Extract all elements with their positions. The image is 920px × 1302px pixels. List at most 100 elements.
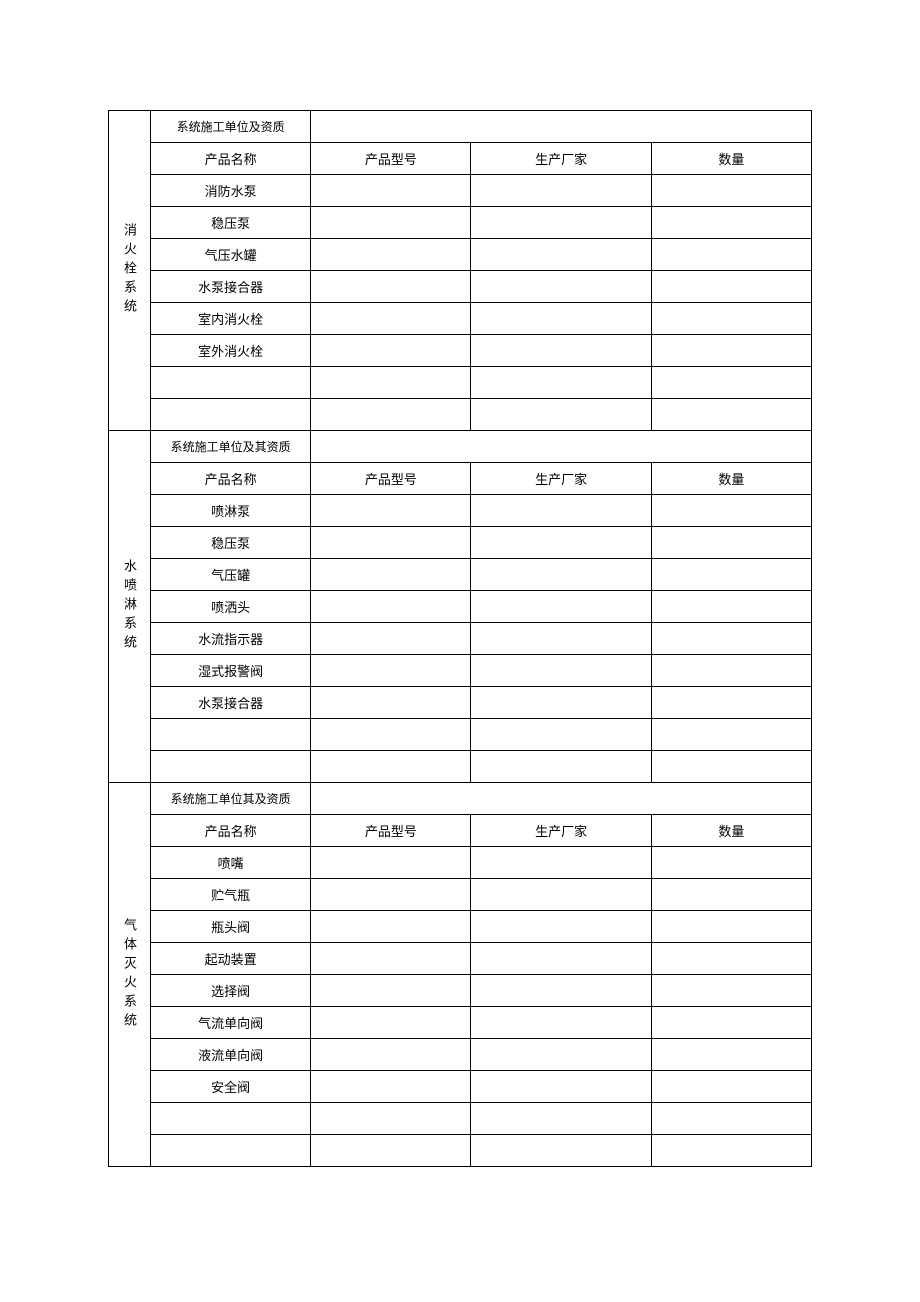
cell-model <box>311 335 471 367</box>
cell-quantity <box>651 591 811 623</box>
table-row <box>109 1135 812 1167</box>
cell-quantity <box>651 879 811 911</box>
cell-manufacturer <box>471 719 651 751</box>
column-header-manufacturer: 生产厂家 <box>471 463 651 495</box>
table-row: 喷淋泵 <box>109 495 812 527</box>
cell-quantity <box>651 175 811 207</box>
product-name-cell: 瓶头阀 <box>151 911 311 943</box>
column-header-model: 产品型号 <box>311 815 471 847</box>
column-header-model: 产品型号 <box>311 143 471 175</box>
cell-model <box>311 943 471 975</box>
table-row: 气流单向阀 <box>109 1007 812 1039</box>
cell-quantity <box>651 271 811 303</box>
cell-manufacturer <box>471 1103 651 1135</box>
cell-manufacturer <box>471 751 651 783</box>
cell-model <box>311 847 471 879</box>
cell-manufacturer <box>471 591 651 623</box>
cell-quantity <box>651 207 811 239</box>
cell-manufacturer <box>471 495 651 527</box>
product-name-cell: 选择阀 <box>151 975 311 1007</box>
cell-model <box>311 623 471 655</box>
table-row: 安全阀 <box>109 1071 812 1103</box>
product-name-cell: 喷洒头 <box>151 591 311 623</box>
table-row <box>109 751 812 783</box>
cell-manufacturer <box>471 367 651 399</box>
product-name-cell: 室内消火栓 <box>151 303 311 335</box>
cell-quantity <box>651 655 811 687</box>
cell-manufacturer <box>471 879 651 911</box>
cell-quantity <box>651 1103 811 1135</box>
product-name-cell: 消防水泵 <box>151 175 311 207</box>
product-name-cell: 贮气瓶 <box>151 879 311 911</box>
construction-unit-label: 系统施工单位及其资质 <box>151 431 311 463</box>
product-name-cell: 喷嘴 <box>151 847 311 879</box>
product-name-cell: 水泵接合器 <box>151 687 311 719</box>
product-name-cell <box>151 367 311 399</box>
product-name-cell: 气流单向阀 <box>151 1007 311 1039</box>
cell-quantity <box>651 1007 811 1039</box>
table-row: 室内消火栓 <box>109 303 812 335</box>
product-name-cell: 室外消火栓 <box>151 335 311 367</box>
table-row <box>109 367 812 399</box>
column-header-manufacturer: 生产厂家 <box>471 815 651 847</box>
table-row: 水泵接合器 <box>109 687 812 719</box>
table-row: 选择阀 <box>109 975 812 1007</box>
cell-model <box>311 719 471 751</box>
table-row <box>109 719 812 751</box>
column-header-manufacturer: 生产厂家 <box>471 143 651 175</box>
table-row: 喷洒头 <box>109 591 812 623</box>
cell-model <box>311 1135 471 1167</box>
cell-model <box>311 527 471 559</box>
cell-manufacturer <box>471 1007 651 1039</box>
table-row <box>109 1103 812 1135</box>
system-label: 气体灭火系统 <box>109 783 151 1167</box>
table-row: 喷嘴 <box>109 847 812 879</box>
cell-manufacturer <box>471 527 651 559</box>
cell-quantity <box>651 687 811 719</box>
cell-manufacturer <box>471 335 651 367</box>
cell-manufacturer <box>471 399 651 431</box>
product-name-cell <box>151 1103 311 1135</box>
cell-model <box>311 1007 471 1039</box>
cell-quantity <box>651 1135 811 1167</box>
table-row: 室外消火栓 <box>109 335 812 367</box>
column-header-quantity: 数量 <box>651 143 811 175</box>
cell-model <box>311 1103 471 1135</box>
cell-manufacturer <box>471 943 651 975</box>
table-row: 湿式报警阀 <box>109 655 812 687</box>
product-name-cell: 稳压泵 <box>151 207 311 239</box>
cell-manufacturer <box>471 623 651 655</box>
table-row: 水泵接合器 <box>109 271 812 303</box>
cell-model <box>311 559 471 591</box>
table-row: 液流单向阀 <box>109 1039 812 1071</box>
cell-quantity <box>651 943 811 975</box>
cell-quantity <box>651 911 811 943</box>
product-name-cell: 水泵接合器 <box>151 271 311 303</box>
cell-manufacturer <box>471 303 651 335</box>
table-row: 气压罐 <box>109 559 812 591</box>
cell-quantity <box>651 623 811 655</box>
column-header-model: 产品型号 <box>311 463 471 495</box>
cell-model <box>311 1071 471 1103</box>
table-row: 稳压泵 <box>109 527 812 559</box>
cell-model <box>311 751 471 783</box>
cell-manufacturer <box>471 559 651 591</box>
cell-model <box>311 1039 471 1071</box>
cell-quantity <box>651 751 811 783</box>
cell-model <box>311 591 471 623</box>
system-label: 水喷淋系统 <box>109 431 151 783</box>
cell-manufacturer <box>471 271 651 303</box>
column-header-name: 产品名称 <box>151 463 311 495</box>
column-header-quantity: 数量 <box>651 815 811 847</box>
table-row: 消防水泵 <box>109 175 812 207</box>
cell-model <box>311 175 471 207</box>
product-name-cell: 液流单向阀 <box>151 1039 311 1071</box>
construction-unit-value <box>311 431 812 463</box>
column-header-quantity: 数量 <box>651 463 811 495</box>
cell-quantity <box>651 239 811 271</box>
cell-model <box>311 367 471 399</box>
cell-quantity <box>651 335 811 367</box>
product-name-cell: 喷淋泵 <box>151 495 311 527</box>
product-name-cell: 气压水罐 <box>151 239 311 271</box>
table-row: 水流指示器 <box>109 623 812 655</box>
